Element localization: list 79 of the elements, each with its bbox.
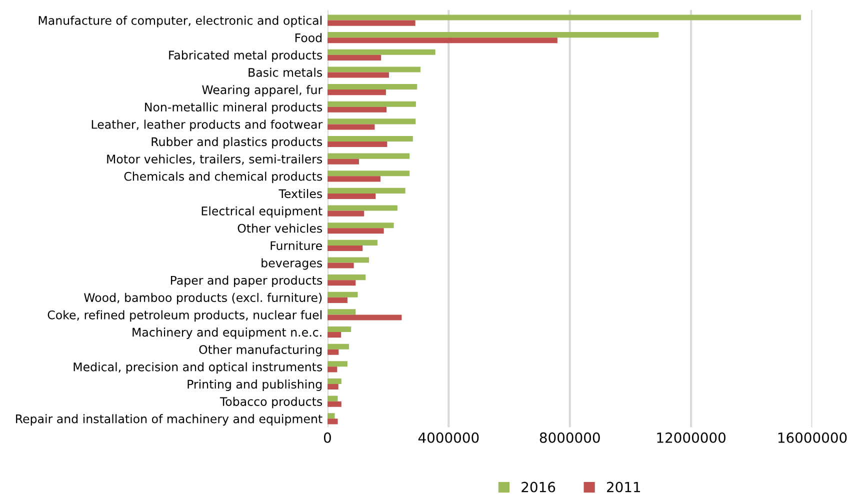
y-tick-label: Wearing apparel, fur <box>202 85 323 96</box>
bar <box>327 326 352 332</box>
bar <box>327 413 335 419</box>
bar <box>327 101 416 107</box>
bar <box>327 14 802 20</box>
bar <box>327 280 356 286</box>
y-tick-label: Coke, refined petroleum products, nuclear fuel <box>48 310 322 322</box>
bar <box>327 118 416 124</box>
bar <box>327 170 410 176</box>
bar <box>327 418 338 424</box>
y-tick-label: beverages <box>262 258 322 270</box>
x-tick-label: 16000000 <box>778 432 847 443</box>
y-tick-label: Furniture <box>270 240 322 250</box>
y-tick-label: Food <box>295 33 322 42</box>
bar <box>327 210 364 216</box>
bar <box>327 297 348 303</box>
bar <box>327 292 358 298</box>
bar <box>327 84 418 90</box>
y-tick-label: Other vehicles <box>238 224 322 233</box>
bar <box>327 396 338 402</box>
bar <box>327 240 378 246</box>
x-tick-label: 8000000 <box>540 432 600 443</box>
y-tick-label: Manufacture of computer, electronic and optical <box>38 16 322 28</box>
x-tick-label: 0 <box>324 432 331 443</box>
bar <box>327 384 338 390</box>
y-tick-label: Other manufacturing <box>199 344 322 356</box>
bar <box>327 378 342 384</box>
bar <box>327 205 398 211</box>
y-tick-label: Basic metals <box>248 68 322 77</box>
bar <box>327 66 420 72</box>
bar <box>327 332 342 338</box>
y-tick-label: Medical, precision and optical instruments <box>74 362 322 374</box>
y-tick-label: Electrical equipment <box>202 206 322 218</box>
bar <box>327 361 348 367</box>
bar <box>327 188 406 194</box>
bar <box>327 106 387 112</box>
y-tick-label: Paper and paper products <box>170 276 322 288</box>
x-tick-label: 4000000 <box>418 432 479 443</box>
bar <box>327 314 402 320</box>
bar <box>327 245 363 251</box>
bar <box>327 274 366 280</box>
bar <box>327 366 338 372</box>
bar <box>327 54 382 60</box>
bar <box>327 193 376 200</box>
bar <box>327 262 354 268</box>
bar <box>327 401 342 407</box>
bar <box>327 90 386 96</box>
bar <box>327 257 369 263</box>
bar <box>327 136 413 142</box>
bar <box>327 309 356 315</box>
y-tick-label: Tobacco products <box>220 396 322 408</box>
bar <box>327 49 436 55</box>
bar <box>327 228 384 234</box>
y-tick-label: Chemicals and chemical products <box>124 172 322 184</box>
y-tick-label: Non-metallic mineral products <box>145 102 322 114</box>
y-tick-label: Motor vehicles, trailers, semi-trailers <box>107 154 322 165</box>
bar <box>327 72 389 78</box>
legend-label: 2011 <box>606 482 640 492</box>
bar <box>327 222 394 228</box>
y-tick-label: Rubber and plastics products <box>152 137 322 148</box>
y-tick-label: Machinery and equipment n.e.c. <box>132 328 322 339</box>
bar <box>327 38 558 44</box>
bar <box>327 142 388 148</box>
bar <box>327 124 375 130</box>
bar <box>327 344 349 350</box>
bar <box>327 158 359 164</box>
bar <box>327 349 339 355</box>
x-tick-label: 12000000 <box>657 432 726 443</box>
bar <box>327 20 416 26</box>
bar <box>327 153 410 159</box>
y-tick-label: Leather, leather products and footwear <box>92 120 323 132</box>
legend-label: 2016 <box>522 482 556 492</box>
y-tick-label: Textiles <box>278 188 322 198</box>
y-tick-label: Wood, bamboo products (excl. furniture) <box>84 292 322 304</box>
y-tick-label: Fabricated metal products <box>169 50 322 62</box>
y-tick-label: Printing and publishing <box>188 380 322 391</box>
y-tick-label: Repair and installation of machinery and equipment <box>16 414 322 426</box>
bar <box>327 176 380 182</box>
bar <box>327 32 659 38</box>
